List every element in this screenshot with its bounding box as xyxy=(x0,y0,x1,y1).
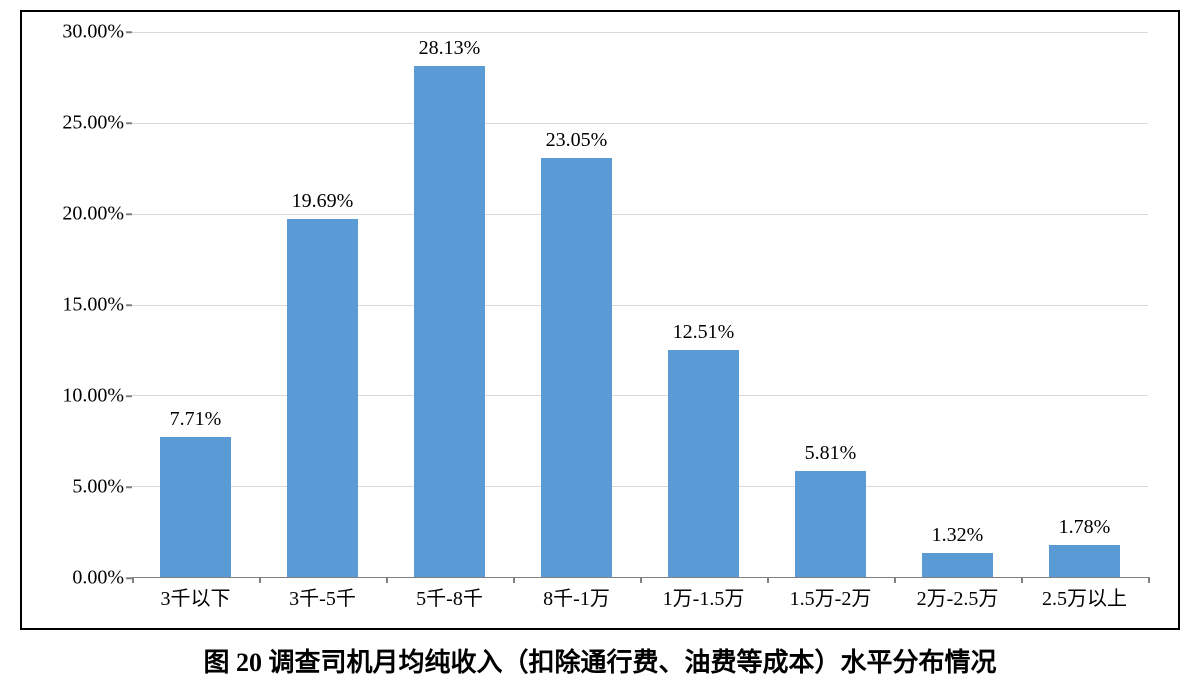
y-tick-label: 15.00% xyxy=(62,294,124,317)
bar-value-label: 1.32% xyxy=(932,524,984,547)
x-tick-label: 5千-8千 xyxy=(386,582,513,618)
x-tick-label: 2.5万以上 xyxy=(1021,582,1148,618)
x-tick-label: 3千以下 xyxy=(132,582,259,618)
caption-text: 调查司机月均纯收入（扣除通行费、油费等成本）水平分布情况 xyxy=(262,648,997,677)
bar xyxy=(414,66,485,577)
x-tick-label: 3千-5千 xyxy=(259,582,386,618)
chart-container: 0.00% 5.00% 10.00% 15.00% 20.00% 25.00% 30.00%… xyxy=(20,10,1180,630)
y-tick-label: 30.00% xyxy=(62,21,124,44)
y-tick-label: 25.00% xyxy=(62,112,124,135)
bar xyxy=(541,158,612,577)
bar-value-label: 19.69% xyxy=(292,190,354,213)
bar xyxy=(160,437,231,577)
x-axis-labels: 3千以下3千-5千5千-8千8千-1万1万-1.5万1.5万-2万2万-2.5万… xyxy=(132,582,1148,618)
bar-value-label: 28.13% xyxy=(419,37,481,60)
bars-row: 7.71% 19.69% 28.13% 23.05% 12.51% 5.81% 1.32% 1… xyxy=(132,32,1148,577)
y-tick-label: 0.00% xyxy=(72,567,124,590)
bar-value-label: 23.05% xyxy=(546,129,608,152)
bar-group: 19.69% xyxy=(259,32,386,577)
x-tick-label: 1.5万-2万 xyxy=(767,582,894,618)
plot-area: 7.71% 19.69% 28.13% 23.05% 12.51% 5.81% 1.32% 1… xyxy=(132,32,1148,578)
y-tick-label: 10.00% xyxy=(62,385,124,408)
caption-figure-number: 图 20 xyxy=(203,648,262,677)
x-tick-label: 1万-1.5万 xyxy=(640,582,767,618)
bar-group: 1.32% xyxy=(894,32,1021,577)
y-tick-label: 20.00% xyxy=(62,203,124,226)
bar xyxy=(287,219,358,577)
bar xyxy=(1049,545,1120,577)
y-axis: 0.00%5.00%10.00%15.00%20.00%25.00%30.00% xyxy=(22,32,132,578)
bar-group: 12.51% xyxy=(640,32,767,577)
bar-value-label: 12.51% xyxy=(673,321,735,344)
x-tick-label: 8千-1万 xyxy=(513,582,640,618)
bar-group: 5.81% xyxy=(767,32,894,577)
bar-value-label: 7.71% xyxy=(170,408,222,431)
chart-caption: 图 20 调查司机月均纯收入（扣除通行费、油费等成本）水平分布情况 xyxy=(203,642,996,679)
x-tick-mark xyxy=(1148,577,1150,583)
x-tick-label: 2万-2.5万 xyxy=(894,582,1021,618)
bar-group: 1.78% xyxy=(1021,32,1148,577)
bar-value-label: 1.78% xyxy=(1059,516,1111,539)
bar-value-label: 5.81% xyxy=(805,442,857,465)
bar xyxy=(922,553,993,577)
bar-group: 7.71% xyxy=(132,32,259,577)
bar xyxy=(668,350,739,577)
bar-group: 23.05% xyxy=(513,32,640,577)
bar xyxy=(795,471,866,577)
y-tick-label: 5.00% xyxy=(72,476,124,499)
bar-group: 28.13% xyxy=(386,32,513,577)
